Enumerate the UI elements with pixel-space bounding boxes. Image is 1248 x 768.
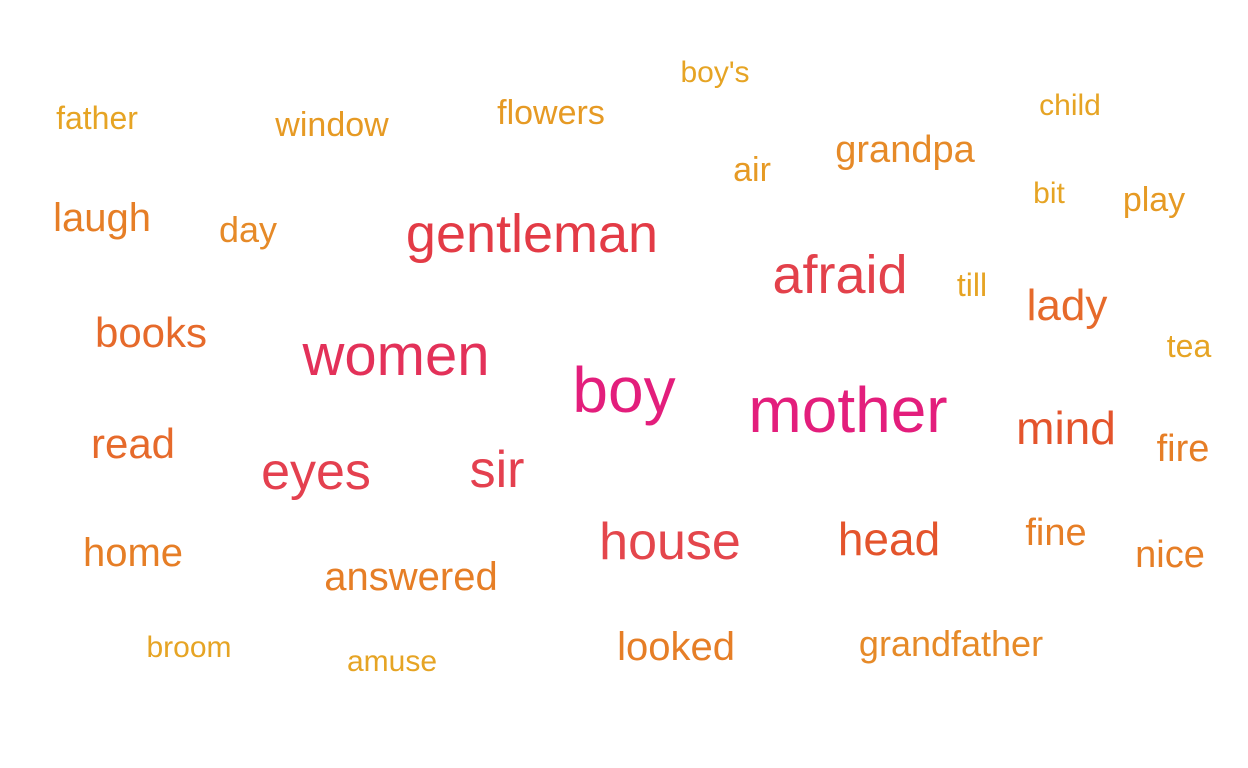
word-till: till xyxy=(956,267,988,303)
word-fire: fire xyxy=(1156,428,1210,470)
word-father: father xyxy=(56,100,138,136)
word-eyes: eyes xyxy=(261,443,371,501)
word-mother: mother xyxy=(748,374,948,446)
word-answered: answered xyxy=(324,555,498,599)
word-home: home xyxy=(82,531,184,575)
word-bit: bit xyxy=(1033,177,1065,210)
word-read: read xyxy=(90,420,176,467)
word-nice: nice xyxy=(1135,534,1205,576)
word-amuse: amuse xyxy=(346,645,438,678)
word-play: play xyxy=(1122,181,1186,219)
word-boy-s: boy's xyxy=(680,56,750,89)
word-gentleman: gentleman xyxy=(405,204,659,264)
word-looked: looked xyxy=(617,625,735,669)
word-house: house xyxy=(599,513,741,571)
word-flowers: flowers xyxy=(497,94,605,132)
word-child: child xyxy=(1039,89,1101,122)
word-books: books xyxy=(94,309,208,356)
word-head: head xyxy=(837,513,941,565)
word-mind: mind xyxy=(1016,402,1116,454)
word-broom: broom xyxy=(146,631,232,664)
word-grandpa: grandpa xyxy=(835,129,975,171)
word-laugh: laugh xyxy=(53,196,151,240)
word-window: window xyxy=(275,106,389,144)
word-lady: lady xyxy=(1026,281,1108,330)
word-grandfather: grandfather xyxy=(858,623,1044,664)
word-boy: boy xyxy=(572,354,676,426)
word-tea: tea xyxy=(1166,328,1212,364)
word-day: day xyxy=(218,209,278,250)
word-fine: fine xyxy=(1025,512,1087,554)
word-sir: sir xyxy=(469,441,525,499)
word-afraid: afraid xyxy=(772,245,908,305)
word-women: women xyxy=(302,323,490,388)
word-air: air xyxy=(733,151,771,189)
